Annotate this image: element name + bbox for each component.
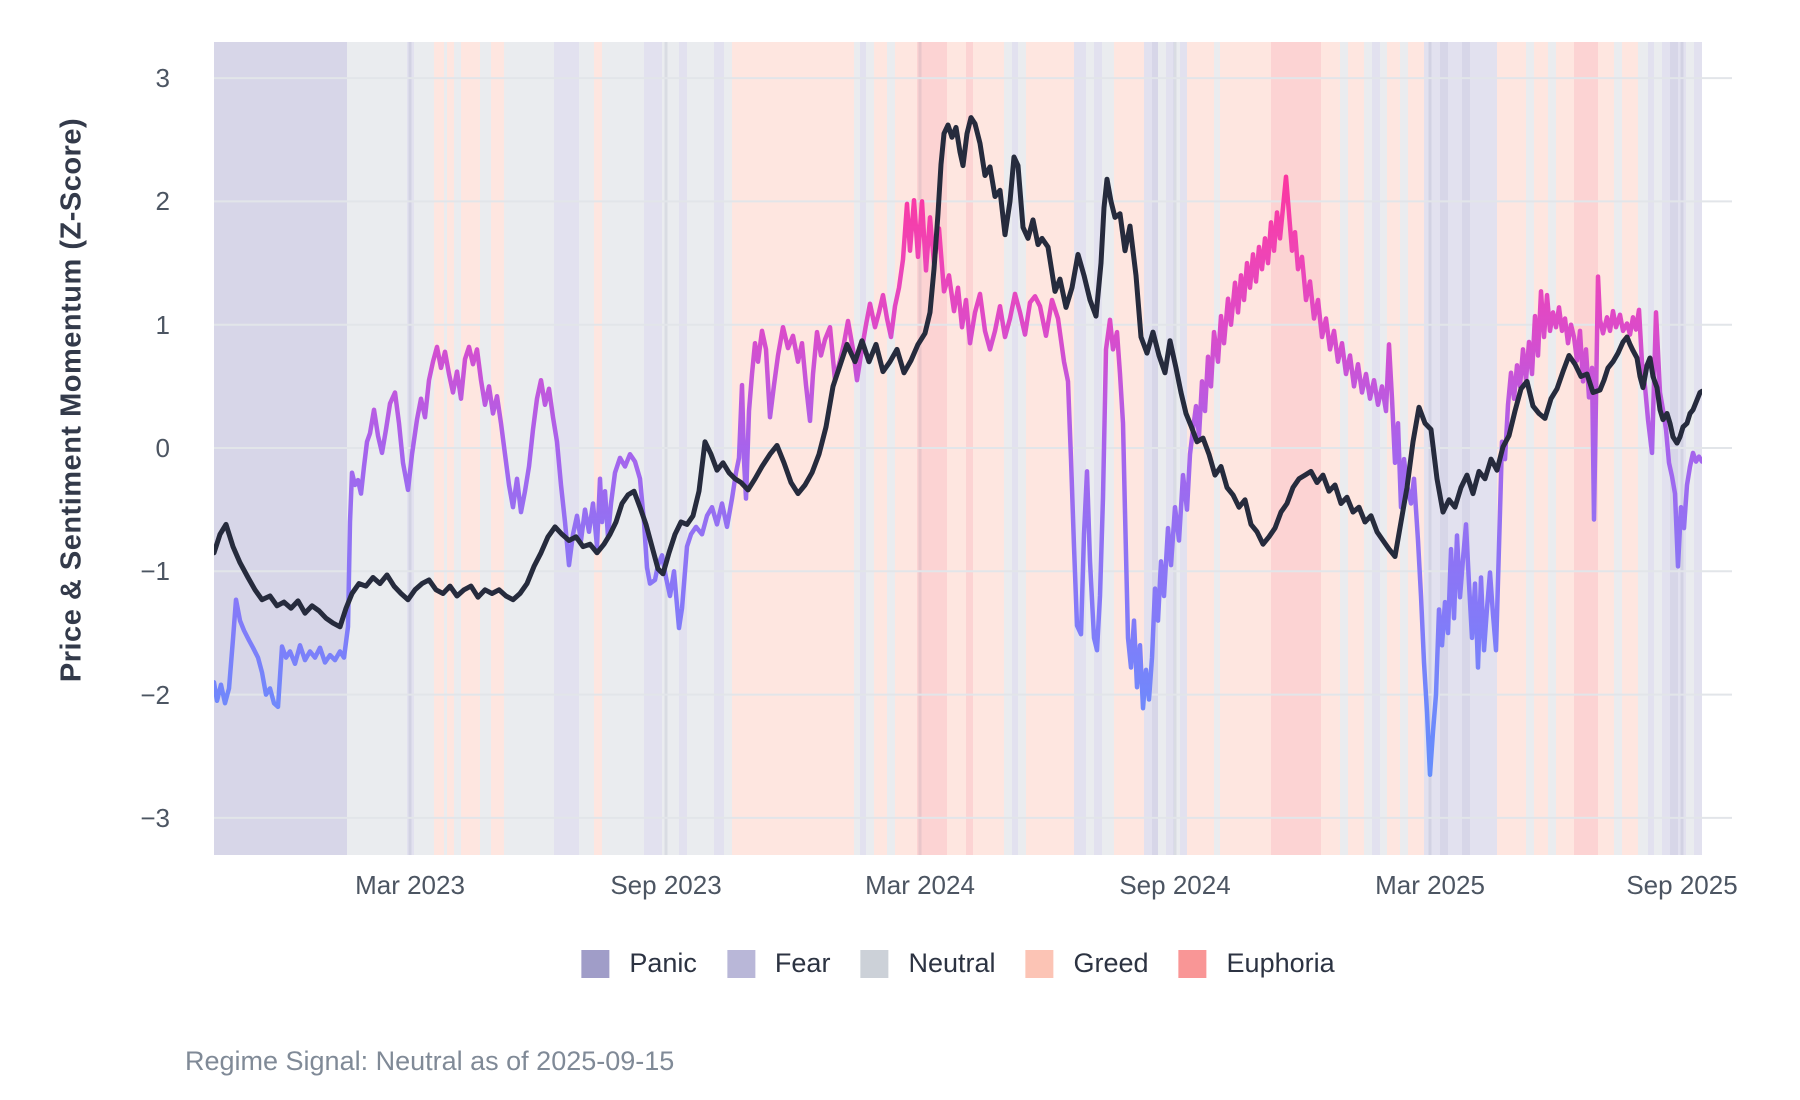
legend-item-euphoria[interactable]: Euphoria: [1178, 948, 1335, 979]
legend-item-panic[interactable]: Panic: [581, 948, 697, 979]
x-tick-label: Mar 2024: [865, 870, 975, 900]
legend-item-neutral[interactable]: Neutral: [860, 948, 995, 979]
legend-item-fear[interactable]: Fear: [726, 948, 831, 979]
legend-label: Panic: [629, 948, 697, 978]
x-tick-label: Sep 2024: [1119, 870, 1231, 900]
y-tick-label: −1: [140, 556, 170, 587]
y-tick-label: 0: [155, 433, 170, 463]
legend-swatch-greed: [1025, 949, 1054, 978]
y-tick-label: −2: [140, 679, 170, 710]
legend-label: Fear: [774, 948, 831, 978]
regime-signal-text: Regime Signal: Neutral as of 2025-09-15: [185, 1046, 675, 1076]
x-tick-label: Sep 2025: [1626, 870, 1738, 900]
y-tick-label: 3: [155, 63, 170, 94]
y-tick-label: 2: [155, 186, 170, 217]
legend-swatch-euphoria: [1178, 949, 1207, 978]
y-axis-title: Price & Sentiment Momentum (Z-Score): [55, 117, 88, 683]
legend: Panic Fear Neutral Greed Euphoria: [581, 948, 1335, 979]
y-tick-label: 1: [155, 309, 170, 340]
y-tick-label: −3: [140, 802, 170, 833]
price-momentum-line: [214, 115, 1702, 630]
legend-item-greed[interactable]: Greed: [1025, 948, 1149, 979]
legend-swatch-fear: [726, 949, 755, 978]
sentiment-momentum-line: [214, 174, 1702, 777]
x-tick-label: Mar 2023: [355, 870, 465, 900]
legend-label: Greed: [1073, 948, 1149, 978]
legend-label: Neutral: [908, 948, 996, 978]
legend-label: Euphoria: [1226, 948, 1335, 978]
legend-swatch-panic: [581, 949, 610, 978]
legend-swatch-neutral: [860, 949, 889, 978]
x-tick-label: Mar 2025: [1375, 870, 1485, 900]
x-tick-label: Sep 2023: [610, 870, 722, 900]
